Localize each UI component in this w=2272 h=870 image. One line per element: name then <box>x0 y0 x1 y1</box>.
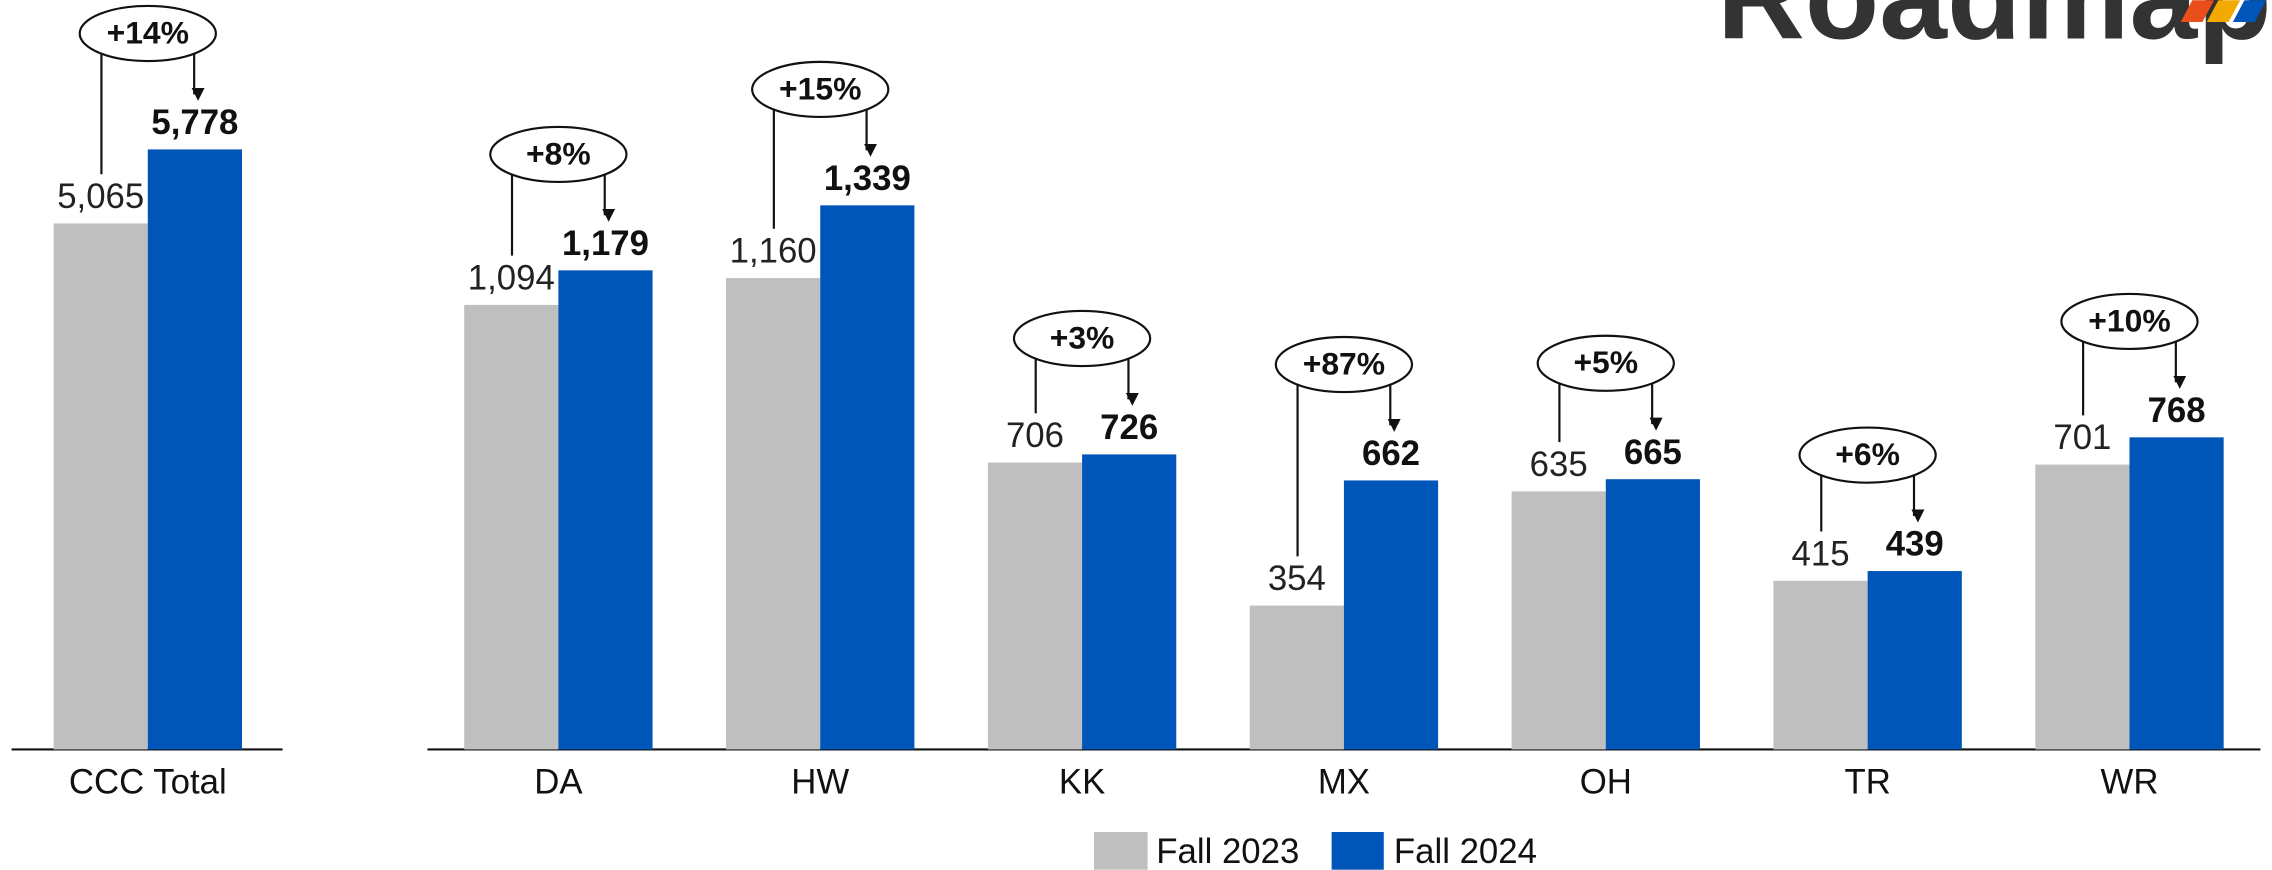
data-label: 768 <box>2148 392 2206 430</box>
bar <box>987 462 1083 750</box>
x-tick-label: TR <box>1844 763 1890 801</box>
bar <box>1343 480 1439 750</box>
legend-label: Fall 2024 <box>1394 833 1537 870</box>
bar <box>1511 491 1606 750</box>
annotation-bubble <box>78 4 217 63</box>
bar <box>53 223 148 750</box>
x-tick-label: HW <box>791 763 849 801</box>
bar <box>1249 605 1344 750</box>
x-tick-label: DA <box>534 763 583 801</box>
logo-stripe <box>2180 0 2215 23</box>
bar <box>147 149 242 750</box>
annotation: +14% <box>107 14 189 50</box>
bar <box>1773 580 1868 750</box>
annotation-bubble <box>751 60 890 119</box>
data-label: 635 <box>1530 446 1588 484</box>
x-tick-label: KK <box>1059 763 1105 801</box>
data-label: 1,094 <box>468 259 555 297</box>
data-label: 5,065 <box>57 178 144 216</box>
annotation: +15% <box>779 70 861 106</box>
annotation: +6% <box>1835 436 1900 472</box>
bar <box>820 205 915 750</box>
annotation-bubble <box>489 125 628 184</box>
data-label: 665 <box>1624 434 1682 472</box>
annotation: +8% <box>526 135 591 171</box>
annotation: +5% <box>1573 344 1638 380</box>
bar <box>464 304 559 750</box>
legend-swatch <box>1331 832 1384 870</box>
x-tick-label: MX <box>1318 763 1370 801</box>
logo: Roadmap <box>1717 0 2272 64</box>
annotation-bubble <box>1798 426 1937 484</box>
data-label: 415 <box>1792 535 1850 573</box>
data-label: 439 <box>1886 526 1944 564</box>
data-label: 662 <box>1362 435 1420 473</box>
legend-label: Fall 2023 <box>1156 833 1299 870</box>
legend: Fall 2023 Fall 2024 <box>1093 832 1537 870</box>
annotation-bubble <box>1012 309 1152 368</box>
annotation-bubble <box>1536 334 1675 392</box>
data-label: 1,160 <box>730 233 817 271</box>
annotation: +3% <box>1050 319 1115 355</box>
legend-swatch <box>1093 832 1148 870</box>
logo-stripe <box>2232 0 2267 23</box>
annotation-bubble <box>1274 335 1414 394</box>
annotation-bubble <box>2060 292 2199 351</box>
data-label: 1,339 <box>824 160 911 198</box>
data-label: 701 <box>2053 419 2111 457</box>
bar <box>1605 479 1700 750</box>
bar <box>558 270 653 750</box>
logo-text: Roadmap <box>1717 0 2272 64</box>
x-tick-label: OH <box>1580 763 1632 801</box>
annotation: +87% <box>1303 345 1385 381</box>
data-label: 1,179 <box>562 225 649 263</box>
bar <box>2035 464 2130 750</box>
x-tick-label: WR <box>2101 763 2159 801</box>
annotation: +10% <box>2088 302 2170 338</box>
bar <box>726 278 821 750</box>
x-tick-label: CCC Total <box>69 763 227 801</box>
data-label: 726 <box>1100 409 1158 447</box>
data-label: 706 <box>1006 417 1064 455</box>
bar <box>2129 437 2224 750</box>
data-label: 5,778 <box>151 104 238 142</box>
data-label: 354 <box>1268 560 1326 598</box>
bar <box>1082 454 1177 750</box>
bar <box>1867 571 1962 750</box>
logo-stripe <box>2206 0 2241 23</box>
